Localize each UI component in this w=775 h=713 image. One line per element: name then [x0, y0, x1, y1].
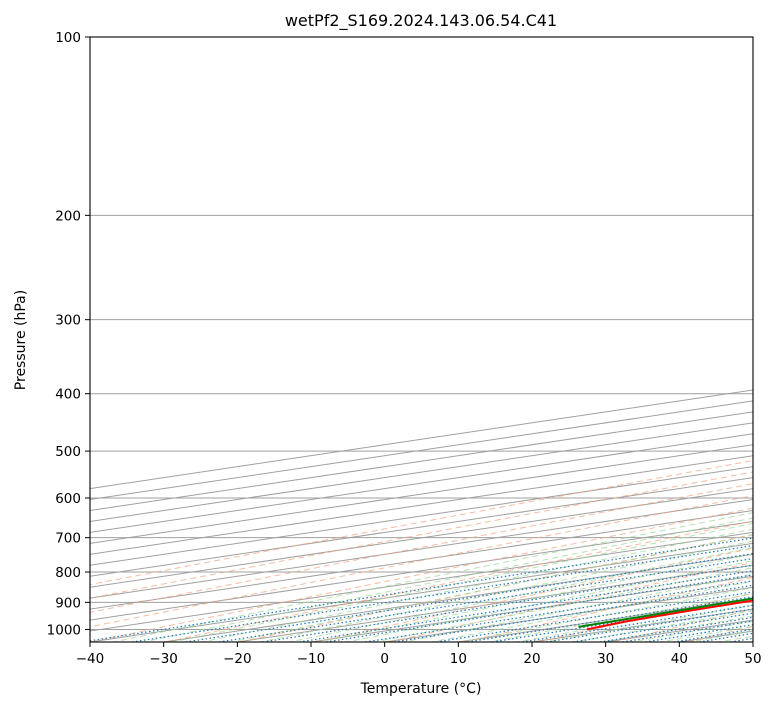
x-axis-label: Temperature (°C): [360, 681, 482, 697]
moist-adiabat-line: [372, 37, 775, 643]
isotherm-line: [0, 37, 775, 642]
dry-adiabat-line: [763, 37, 775, 642]
moist-adiabat-line: [457, 37, 775, 643]
axes: −40 −30 −20 −10 0 10 20 30 40 50 100 200 300 400 500 60…: [47, 30, 762, 667]
x-tick-label: −30: [149, 651, 178, 667]
moist-adiabat-line: [229, 37, 775, 643]
moist-adiabat-line: [715, 37, 775, 643]
dry-adiabat-line: [315, 37, 775, 642]
y-tick-label: 400: [55, 387, 81, 403]
isotherm-line: [679, 37, 775, 642]
moist-adiabat-line: [657, 37, 775, 643]
y-tick-label: 600: [55, 491, 81, 507]
mixing-ratio-line: [763, 451, 775, 642]
isotherm-line: [0, 37, 775, 642]
moist-adiabat-line: [200, 37, 775, 643]
moist-adiabat-line: [542, 37, 775, 643]
isotherm-line: [0, 37, 775, 642]
mixing-ratio-line: [186, 451, 775, 642]
isotherm-line: [0, 37, 775, 642]
dry-adiabat-line: [0, 37, 775, 642]
isotherm-line: [0, 37, 775, 642]
isotherm-line: [0, 37, 775, 642]
x-tick-label: −40: [76, 651, 105, 667]
isotherm-line: [237, 37, 775, 642]
x-tick-label: −10: [297, 651, 326, 667]
y-tick-label: 900: [55, 595, 81, 611]
isotherm-line: [0, 37, 775, 642]
y-tick-label: 800: [55, 565, 81, 581]
x-tick-label: 30: [597, 651, 614, 667]
dry-adiabat-line: [16, 37, 775, 642]
isotherm-line: [0, 37, 775, 642]
dry-adiabat-line: [464, 37, 775, 642]
skewt-chart: -100-90-80-70-60-50-40-30-20-10010203040…: [0, 0, 775, 708]
moist-adiabat-line: [315, 37, 775, 643]
dry-adiabat-line: [614, 37, 775, 642]
x-tick-label: 0: [380, 651, 389, 667]
x-tick-label: 50: [744, 651, 761, 667]
moist-adiabat-line: [141, 37, 775, 643]
isotherm-line: [0, 37, 775, 642]
chart-title: wetPf2_S169.2024.143.06.54.C41: [285, 11, 557, 31]
isotherm-line: [0, 37, 775, 642]
x-tick-label: 10: [450, 651, 467, 667]
profile-lines: [579, 37, 775, 629]
x-tick-label: −20: [223, 651, 252, 667]
dry-adiabat-line: [0, 37, 775, 642]
isotherm-line: [753, 37, 775, 642]
y-tick-label: 500: [55, 444, 81, 460]
dry-adiabat-line: [240, 37, 775, 642]
moist-adiabat-line: [170, 37, 775, 643]
y-tick-label: 100: [55, 30, 81, 46]
y-tick-label: 700: [55, 531, 81, 547]
skewt-figure: -100-90-80-70-60-50-40-30-20-10010203040…: [0, 0, 775, 708]
y-tick-label: 300: [55, 313, 81, 329]
isotherm-line: [0, 37, 775, 642]
moist-adiabat-line: [401, 37, 775, 643]
moist-adiabat-line: [111, 37, 775, 643]
isotherm-line: [16, 37, 775, 642]
isotherm-line: [385, 37, 775, 642]
y-tick-label: 200: [55, 208, 81, 224]
background-lines: [0, 37, 775, 643]
x-tick-label: 40: [671, 651, 688, 667]
plot-frame: [90, 37, 753, 642]
isotherm-line: [311, 37, 775, 642]
isotherm-line: [606, 37, 775, 642]
isotherm-line: [0, 37, 775, 642]
y-axis-label: Pressure (hPa): [13, 290, 29, 390]
dewpoint-profile-line: [579, 37, 775, 627]
x-tick-label: 20: [523, 651, 540, 667]
y-tick-label: 1000: [47, 622, 81, 638]
isotherm-line: [0, 37, 775, 642]
dry-adiabat-line: [0, 37, 775, 642]
